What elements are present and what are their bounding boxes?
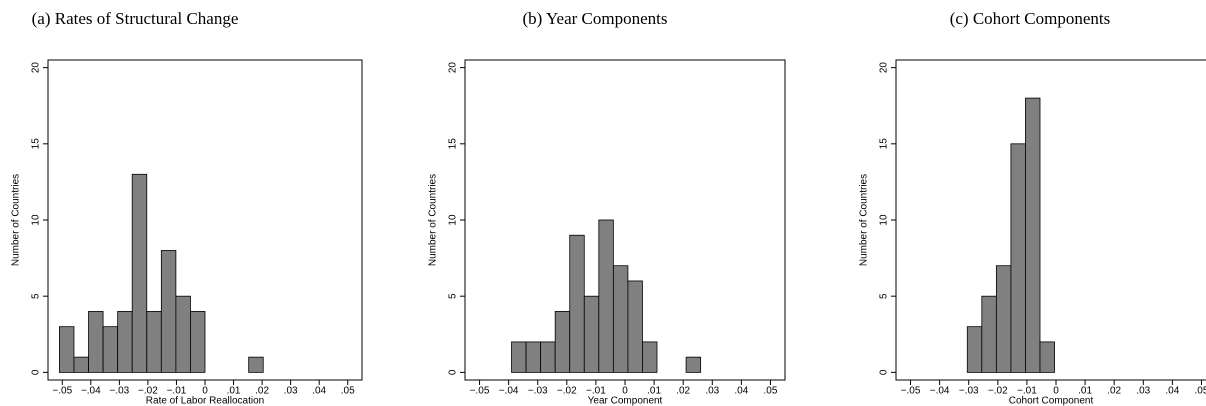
bar xyxy=(88,311,104,373)
y-tick-label: 10 xyxy=(879,214,890,226)
bar xyxy=(1025,97,1041,373)
y-tick-label: 15 xyxy=(879,138,890,150)
bar xyxy=(59,326,75,373)
y-tick-label: 10 xyxy=(31,214,42,226)
x-tick-label: .02 xyxy=(1107,386,1121,397)
y-tick-label: 10 xyxy=(448,214,459,226)
bar xyxy=(966,326,983,373)
x-tick-label: −.05 xyxy=(470,386,490,397)
x-tick-label: −.02 xyxy=(557,386,577,397)
bar xyxy=(117,311,133,373)
bar xyxy=(160,250,177,373)
bar xyxy=(583,295,600,373)
x-tick-label: .05 xyxy=(341,386,355,397)
x-tick-label: −.01 xyxy=(586,386,606,397)
x-tick-label: −.04 xyxy=(499,386,519,397)
bar xyxy=(73,356,89,373)
x-tick-label: .03 xyxy=(284,386,298,397)
x-tick-label: 0 xyxy=(622,386,628,397)
x-axis-label: Rate of Labor Reallocation xyxy=(146,396,264,406)
bar xyxy=(554,311,571,373)
x-tick-label: −.04 xyxy=(81,386,101,397)
x-tick-label: .04 xyxy=(312,386,326,397)
y-tick-label: 0 xyxy=(879,369,890,375)
bar xyxy=(569,234,585,373)
x-tick-label: −.03 xyxy=(528,386,548,397)
bar xyxy=(131,173,148,373)
x-tick-label: .01 xyxy=(1078,386,1092,397)
y-axis-label: Number of Countries xyxy=(859,174,870,266)
x-tick-label: .04 xyxy=(734,386,748,397)
y-tick-label: 15 xyxy=(31,138,42,150)
x-axis-label: Year Component xyxy=(588,396,663,406)
x-tick-label: .01 xyxy=(227,386,241,397)
bar xyxy=(981,295,997,373)
y-axis-label: Number of Countries xyxy=(11,174,22,266)
y-axis-label: Number of Countries xyxy=(428,174,439,266)
x-tick-label: −.02 xyxy=(138,386,158,397)
x-tick-label: .05 xyxy=(1195,386,1206,397)
y-tick-label: 20 xyxy=(31,62,42,74)
y-tick-label: 20 xyxy=(448,62,459,74)
bar xyxy=(642,341,658,373)
bar xyxy=(248,356,264,373)
panel-title: (b) Year Components xyxy=(523,9,668,28)
x-tick-label: −.05 xyxy=(901,386,921,397)
x-tick-label: 0 xyxy=(202,386,208,397)
y-tick-label: 0 xyxy=(448,369,459,375)
x-tick-label: −.01 xyxy=(1017,386,1037,397)
bar xyxy=(1010,143,1026,373)
x-tick-label: .04 xyxy=(1165,386,1179,397)
x-tick-label: −.03 xyxy=(959,386,979,397)
panel-title: (c) Cohort Components xyxy=(950,9,1111,28)
bar xyxy=(627,280,643,373)
x-tick-label: .02 xyxy=(676,386,690,397)
plot-frame xyxy=(895,59,1206,381)
bar xyxy=(175,295,191,373)
y-tick-label: 15 xyxy=(448,138,459,150)
x-tick-label: .02 xyxy=(255,386,269,397)
bar xyxy=(146,311,162,373)
bar xyxy=(685,356,702,373)
x-axis-label: Cohort Component xyxy=(1009,396,1094,406)
y-tick-label: 0 xyxy=(31,369,42,375)
panel-title: (a) Rates of Structural Change xyxy=(32,9,239,28)
x-tick-label: −.03 xyxy=(109,386,129,397)
x-tick-label: 0 xyxy=(1053,386,1059,397)
x-tick-label: −.02 xyxy=(988,386,1008,397)
y-tick-label: 5 xyxy=(879,293,890,299)
y-tick-label: 5 xyxy=(31,293,42,299)
bar xyxy=(102,326,119,373)
bar xyxy=(1039,341,1055,373)
bar xyxy=(540,341,556,373)
bar xyxy=(612,265,629,373)
bar xyxy=(525,341,542,373)
x-tick-label: −.04 xyxy=(930,386,950,397)
bar xyxy=(995,265,1012,373)
x-tick-label: −.05 xyxy=(52,386,72,397)
x-tick-label: .03 xyxy=(1136,386,1150,397)
x-tick-label: −.01 xyxy=(167,386,187,397)
bar xyxy=(511,341,527,373)
bar xyxy=(598,219,614,373)
x-tick-label: .05 xyxy=(764,386,778,397)
x-tick-label: .03 xyxy=(705,386,719,397)
x-tick-label: .01 xyxy=(647,386,661,397)
y-tick-label: 5 xyxy=(448,293,459,299)
y-tick-label: 20 xyxy=(879,62,890,74)
bar xyxy=(190,311,206,373)
